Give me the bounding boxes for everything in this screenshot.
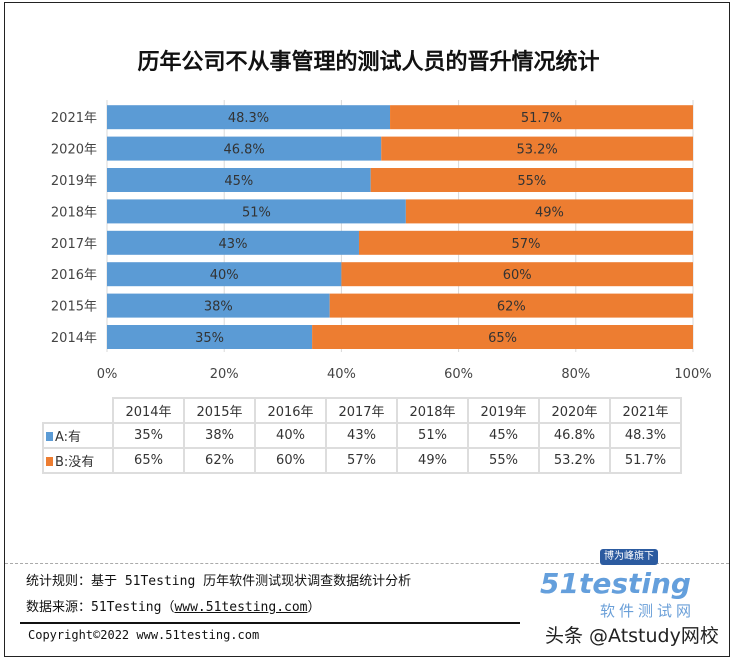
table-row: A:有 35% 38% 40% 43% 51% 45% 46.8% 48.3% — [42, 422, 682, 449]
table-row: B:没有 65% 62% 60% 57% 49% 55% 53.2% 51.7% — [42, 447, 682, 474]
frame — [4, 2, 730, 657]
bar-b — [390, 105, 693, 130]
table-cell: 38% — [183, 422, 256, 449]
data-label: 49% — [535, 205, 564, 220]
table-header: 2017年 — [325, 397, 398, 424]
logo-51testing: 51testing — [540, 567, 691, 600]
data-label: 57% — [512, 237, 541, 252]
legend-swatch — [46, 432, 53, 441]
x-tick-label: 20% — [210, 367, 239, 382]
legend-item: A:有 — [42, 422, 114, 449]
data-label: 53.2% — [516, 143, 557, 158]
table-cell: 49% — [396, 447, 469, 474]
bar-b — [329, 293, 693, 318]
bar-b — [358, 230, 693, 255]
table-cell: 35% — [112, 422, 185, 449]
logo-badge: 博为峰旗下 — [600, 549, 658, 565]
x-tick-label: 0% — [97, 367, 118, 382]
y-tick-label: 2017年 — [51, 237, 97, 252]
bar-a — [107, 136, 382, 161]
table-cell: 51% — [396, 422, 469, 449]
logo-subtitle: 软件测试网 — [600, 602, 696, 620]
data-label: 46.8% — [223, 143, 264, 158]
table-header: 2018年 — [396, 397, 469, 424]
stat-rule: 统计规则：基于 51Testing 历年软件测试现状调查数据统计分析 — [26, 574, 412, 589]
table-header-row: 2014年 2015年 2016年 2017年 2018年 2019年 2020年 2021年 — [43, 397, 682, 424]
table-cell: 65% — [112, 447, 185, 474]
y-tick-label: 2019年 — [51, 174, 97, 189]
table-header: 2016年 — [254, 397, 327, 424]
legend-item: B:没有 — [42, 447, 114, 474]
data-label: 62% — [497, 300, 526, 315]
table-cell: 62% — [183, 447, 256, 474]
table-header: 2020年 — [538, 397, 611, 424]
table-cell: 48.3% — [609, 422, 682, 449]
source-prefix: 数据来源：51Testing（ — [26, 600, 175, 615]
bar-a — [107, 293, 330, 318]
bar-a — [107, 168, 371, 192]
data-label: 35% — [195, 331, 224, 346]
table-cell: 45% — [467, 422, 540, 449]
data-source: 数据来源：51Testing（www.51testing.com） — [26, 596, 321, 615]
y-tick-label: 2014年 — [51, 331, 97, 346]
data-table: 2014年 2015年 2016年 2017年 2018年 2019年 2020年 2021年… — [42, 397, 682, 474]
data-label: 40% — [210, 268, 239, 283]
bar-b — [370, 168, 693, 192]
bar-a — [107, 230, 359, 255]
x-tick-label: 100% — [674, 367, 711, 382]
legend-label: B:没有 — [55, 455, 95, 470]
data-label: 43% — [219, 237, 248, 252]
table-cell: 43% — [325, 422, 398, 449]
x-tick-label: 60% — [444, 367, 473, 382]
table-header: 2021年 — [609, 397, 682, 424]
legend-swatch — [46, 457, 53, 466]
watermark: 头条 @Atstudy网校 — [545, 625, 719, 647]
table-cell: 46.8% — [538, 422, 611, 449]
y-tick-label: 2018年 — [51, 205, 97, 220]
divider-dashed — [5, 563, 729, 564]
chart-title: 历年公司不从事管理的测试人员的晋升情况统计 — [137, 49, 600, 75]
data-label: 65% — [488, 331, 517, 346]
table-header: 2015年 — [183, 397, 256, 424]
table-cell: 40% — [254, 422, 327, 449]
table-cell: 57% — [325, 447, 398, 474]
bar-chart: 0% 20% 40% 60% 80% 100% 2014年 35% 65% 2015年 38% 62%… — [51, 100, 712, 382]
table-header: 2019年 — [467, 397, 540, 424]
x-tick-label: 40% — [327, 367, 356, 382]
bar-a — [107, 325, 313, 349]
table-cell: 53.2% — [538, 447, 611, 474]
bar-b — [312, 325, 693, 349]
table-header: 2014年 — [112, 397, 185, 424]
y-tick-label: 2020年 — [51, 143, 97, 158]
divider-solid — [20, 622, 520, 624]
table-cell: 60% — [254, 447, 327, 474]
source-suffix: ） — [307, 600, 321, 615]
source-link[interactable]: www.51testing.com — [174, 600, 308, 615]
y-tick-label: 2016年 — [51, 268, 97, 283]
bar-a — [107, 262, 342, 287]
data-label: 48.3% — [228, 111, 269, 126]
bar-b — [341, 262, 693, 287]
bar-a — [107, 105, 391, 130]
x-tick-label: 80% — [561, 367, 590, 382]
data-label: 45% — [224, 174, 253, 189]
data-label: 38% — [204, 300, 233, 315]
data-label: 51% — [242, 205, 271, 220]
bar-b — [405, 199, 693, 224]
table-cell: 51.7% — [609, 447, 682, 474]
data-label: 60% — [503, 268, 532, 283]
data-label: 55% — [517, 174, 546, 189]
table-cell: 55% — [467, 447, 540, 474]
legend-label: A:有 — [55, 430, 82, 445]
bar-a — [107, 199, 406, 224]
copyright: Copyright©2022 www.51testing.com — [28, 628, 260, 642]
y-tick-label: 2015年 — [51, 300, 97, 315]
bar-b — [381, 136, 693, 161]
y-tick-label: 2021年 — [51, 111, 97, 126]
data-label: 51.7% — [521, 111, 562, 126]
